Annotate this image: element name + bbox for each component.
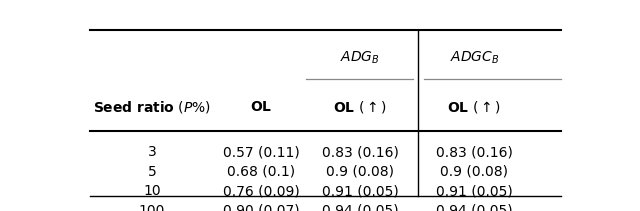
- Text: 0.57 (0.11): 0.57 (0.11): [223, 145, 300, 159]
- Text: 10: 10: [143, 184, 161, 198]
- Text: $\mathbf{OL}$ $(\uparrow)$: $\mathbf{OL}$ $(\uparrow)$: [447, 99, 501, 115]
- Text: 0.91 (0.05): 0.91 (0.05): [322, 184, 399, 198]
- Text: 0.94 (0.05): 0.94 (0.05): [322, 204, 399, 211]
- Text: 100: 100: [139, 204, 165, 211]
- Text: $\mathbf{OL}$ $(\uparrow)$: $\mathbf{OL}$ $(\uparrow)$: [333, 99, 387, 115]
- Text: $\mathbf{OL}$: $\mathbf{OL}$: [250, 100, 272, 114]
- Text: $\mathit{ADGC}_B$: $\mathit{ADGC}_B$: [449, 50, 499, 66]
- Text: $\mathit{ADG}_B$: $\mathit{ADG}_B$: [340, 50, 380, 66]
- Text: 5: 5: [148, 165, 156, 179]
- Text: 0.76 (0.09): 0.76 (0.09): [223, 184, 300, 198]
- Text: 3: 3: [148, 145, 156, 159]
- Text: 0.9 (0.08): 0.9 (0.08): [326, 165, 394, 179]
- Text: 0.83 (0.16): 0.83 (0.16): [436, 145, 513, 159]
- Text: 0.91 (0.05): 0.91 (0.05): [436, 184, 513, 198]
- Text: 0.83 (0.16): 0.83 (0.16): [322, 145, 399, 159]
- Text: 0.90 (0.07): 0.90 (0.07): [223, 204, 300, 211]
- Text: 0.68 (0.1): 0.68 (0.1): [227, 165, 295, 179]
- Text: $\mathbf{Seed\ ratio}$ $\mathit{(P\%)}$: $\mathbf{Seed\ ratio}$ $\mathit{(P\%)}$: [93, 99, 211, 115]
- Text: 0.9 (0.08): 0.9 (0.08): [440, 165, 508, 179]
- Text: 0.94 (0.05): 0.94 (0.05): [436, 204, 513, 211]
